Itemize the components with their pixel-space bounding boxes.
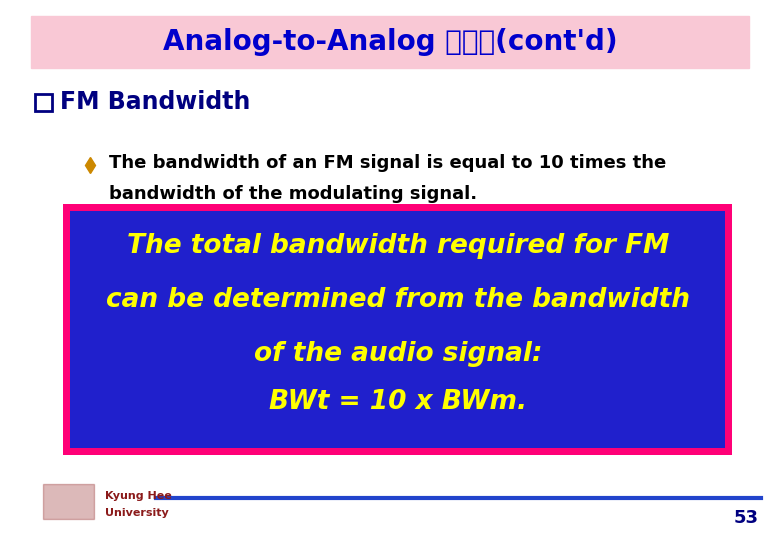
- Text: BWt = 10 x BWm.: BWt = 10 x BWm.: [269, 389, 526, 415]
- Text: bandwidth of the modulating signal.: bandwidth of the modulating signal.: [109, 185, 477, 204]
- Text: of the audio signal:: of the audio signal:: [254, 341, 542, 367]
- Text: Kyung Hee: Kyung Hee: [105, 491, 172, 501]
- Text: The total bandwidth required for FM: The total bandwidth required for FM: [126, 233, 669, 259]
- Text: Analog-to-Analog 부호화(cont'd): Analog-to-Analog 부호화(cont'd): [163, 28, 617, 56]
- Bar: [63, 204, 732, 455]
- Text: can be determined from the bandwidth: can be determined from the bandwidth: [106, 287, 690, 313]
- Text: FM Bandwidth: FM Bandwidth: [60, 90, 250, 114]
- Text: 53: 53: [733, 509, 758, 528]
- Bar: [31, 16, 749, 68]
- Text: University: University: [105, 508, 169, 518]
- Bar: [43, 484, 94, 519]
- Text: The bandwidth of an FM signal is equal to 10 times the: The bandwidth of an FM signal is equal t…: [109, 153, 666, 172]
- Bar: [35, 93, 52, 111]
- Bar: [70, 211, 725, 448]
